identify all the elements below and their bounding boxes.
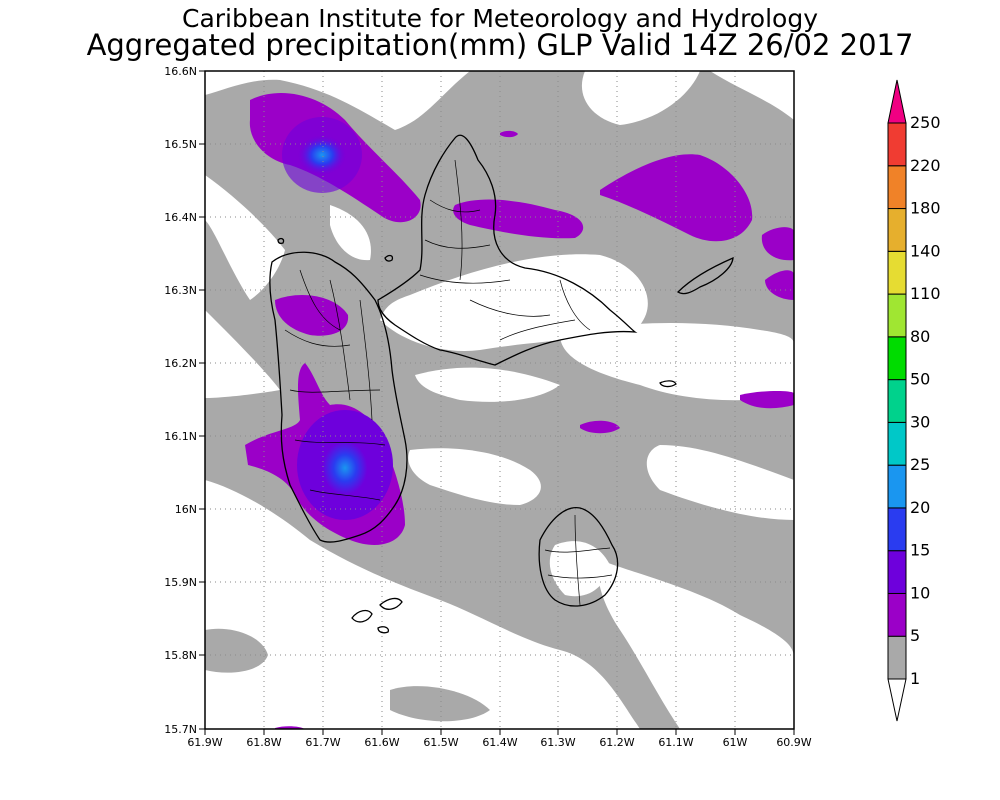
chart-title-line-1: Caribbean Institute for Meteorology and … — [182, 4, 818, 33]
petite-terre-coast — [659, 380, 677, 388]
colorbar-swatch — [887, 507, 907, 552]
colorbar-label: 50 — [910, 370, 930, 389]
lon-label: 60.9W — [776, 736, 811, 749]
lon-label: 61.2W — [599, 736, 634, 749]
rain-10-25mm — [282, 117, 393, 520]
colorbar-swatch — [887, 122, 907, 167]
colorbar-swatch — [887, 464, 907, 509]
les-saintes-coast — [351, 597, 403, 634]
marie-galante-coast — [538, 507, 619, 607]
lon-label: 61.4W — [482, 736, 517, 749]
colorbar-label: 250 — [910, 113, 941, 132]
lon-label: 61.8W — [246, 736, 281, 749]
colorbar-swatch — [887, 208, 907, 252]
colorbar-label: 25 — [910, 455, 930, 474]
lon-label: 61W — [723, 736, 748, 749]
lon-label: 61.9W — [187, 736, 222, 749]
colorbar-swatch — [887, 379, 907, 423]
coastlines — [269, 134, 734, 634]
basse-terre-coast — [269, 251, 408, 543]
colorbar-label: 220 — [910, 156, 941, 175]
lon-tick-labels: 61.9W 61.8W 61.7W 61.6W 61.5W 61.4W 61.3… — [187, 736, 811, 749]
colorbar-swatch — [887, 550, 907, 594]
colorbar-swatch — [887, 250, 907, 295]
colorbar-label: 1 — [910, 669, 920, 688]
lon-label: 61.1W — [658, 736, 693, 749]
colorbar-label: 10 — [910, 583, 930, 602]
colorbar-label: 140 — [910, 241, 941, 260]
lat-label: 16.1N — [164, 430, 197, 443]
no-rain-areas — [205, 71, 794, 729]
colorbar-swatch — [887, 635, 907, 680]
lat-label: 16.5N — [164, 138, 197, 151]
colorbar-swatch — [887, 592, 907, 637]
lat-label: 16.6N — [164, 65, 197, 78]
lat-label: 15.9N — [164, 576, 197, 589]
lat-label: 16N — [175, 503, 197, 516]
lon-label: 61.6W — [364, 736, 399, 749]
lat-label: 15.8N — [164, 649, 197, 662]
lon-label: 61.3W — [540, 736, 575, 749]
lat-label: 16.2N — [164, 357, 197, 370]
colorbar-label: 80 — [910, 327, 930, 346]
colorbar-max-arrow — [887, 79, 907, 124]
lat-label: 16.4N — [164, 211, 197, 224]
lat-label: 15.7N — [164, 723, 197, 736]
colorbar-label: 5 — [910, 626, 920, 645]
colorbar-swatch — [887, 336, 907, 381]
colorbar-label: 180 — [910, 199, 941, 218]
colorbar-label: 20 — [910, 498, 930, 517]
colorbar-label: 30 — [910, 412, 930, 431]
precipitation-field — [205, 71, 794, 729]
chart-title-line-2: Aggregated precipitation(mm) GLP Valid 1… — [86, 28, 914, 62]
colorbar-swatch — [887, 293, 907, 338]
colorbar-min-arrow — [887, 678, 907, 722]
colorbar-label: 15 — [910, 541, 930, 560]
colorbar-swatch — [887, 421, 907, 466]
lon-label: 61.5W — [423, 736, 458, 749]
lon-label: 61.7W — [305, 736, 340, 749]
axis-ticks — [199, 70, 795, 735]
colorbar-label: 110 — [910, 284, 941, 303]
colorbar-swatch — [887, 165, 907, 210]
grande-terre-coast — [377, 134, 638, 366]
la-desirade-coast — [676, 256, 734, 295]
lat-tick-labels: 16.6N 16.5N 16.4N 16.3N 16.2N 16.1N 16N … — [164, 65, 197, 736]
lat-label: 16.3N — [164, 284, 197, 297]
admin-boundaries — [284, 159, 613, 606]
